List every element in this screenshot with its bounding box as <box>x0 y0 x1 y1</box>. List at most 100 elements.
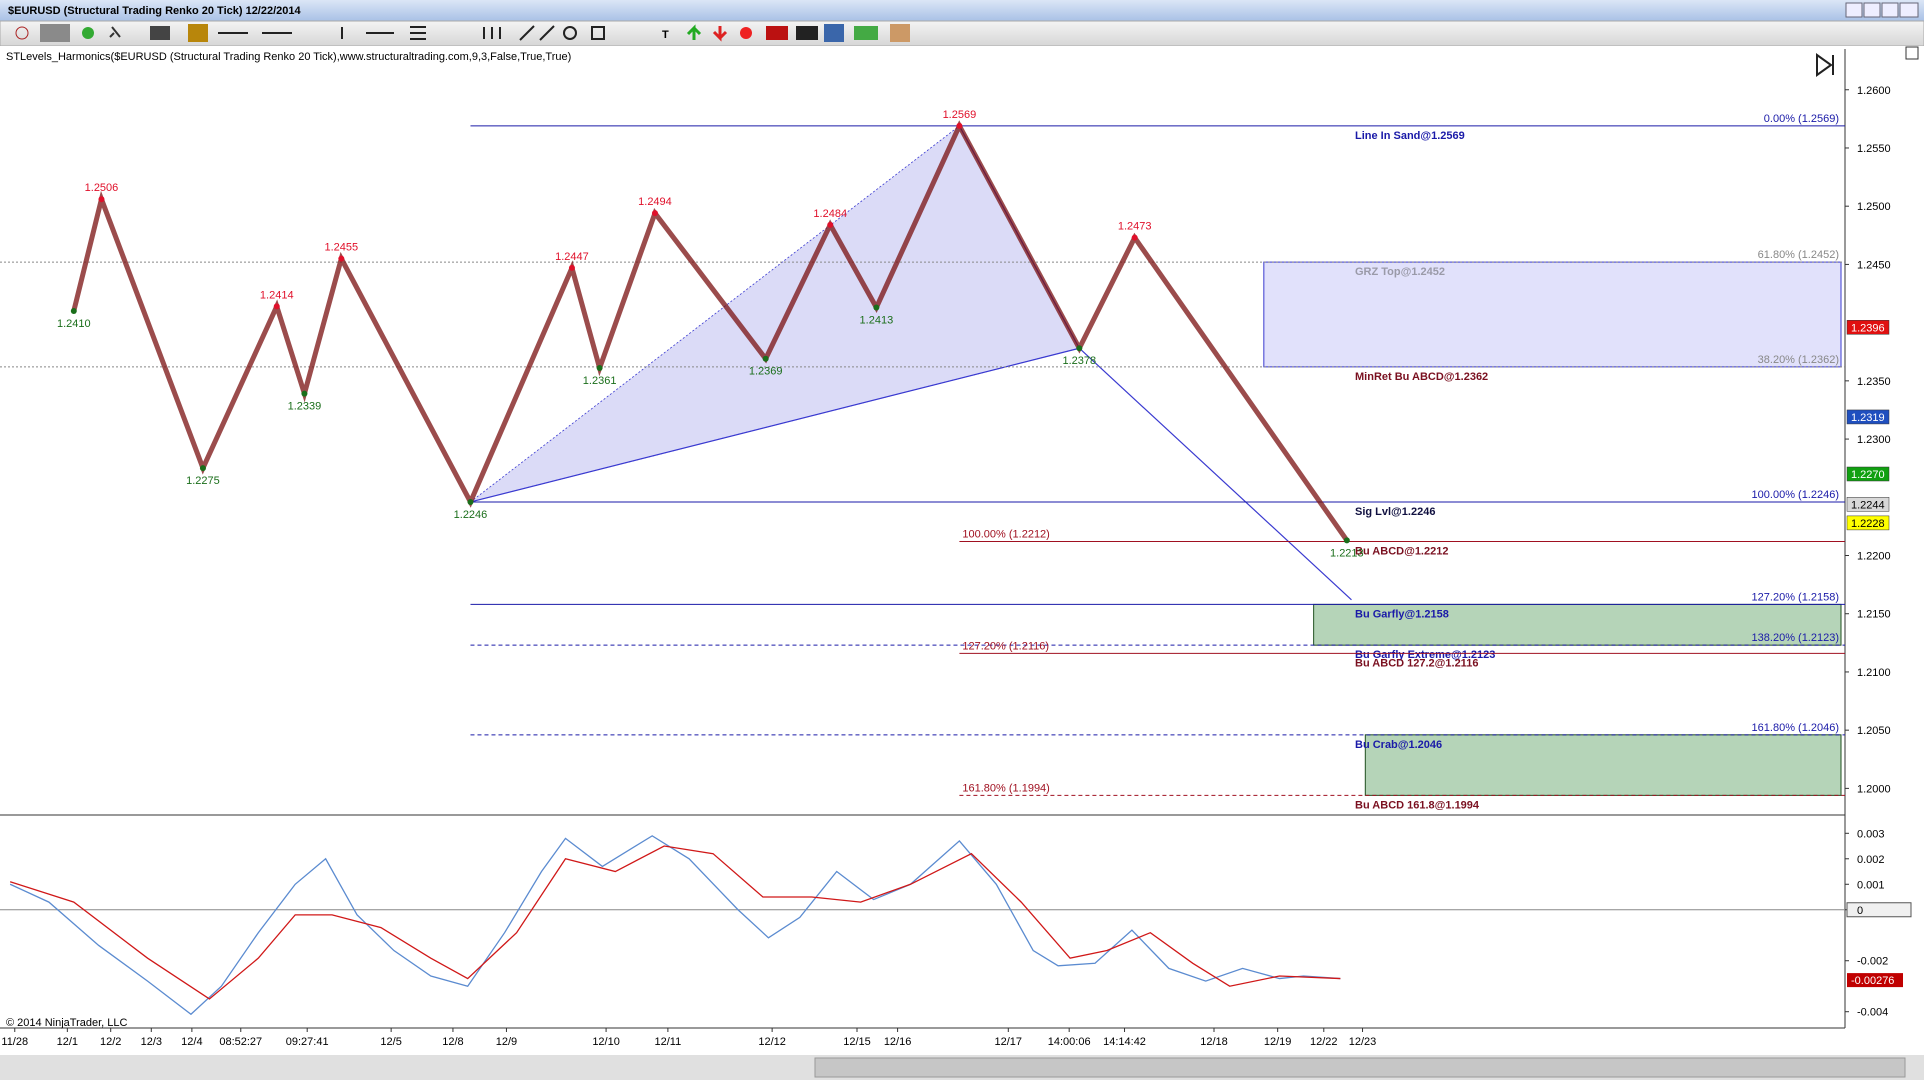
swing-point <box>956 122 963 129</box>
pattern-leg <box>470 347 1080 503</box>
x-tick-label: 12/4 <box>181 1036 202 1048</box>
swing-point <box>273 303 280 310</box>
level-pct-label: 61.80% (1.2452) <box>1758 249 1839 261</box>
swing-label: 1.2246 <box>454 509 488 521</box>
level-pct-label: 161.80% (1.2046) <box>1752 722 1839 734</box>
swing-point <box>70 307 77 314</box>
zero-marker <box>1846 902 1912 918</box>
y-tick-label: 1.2100 <box>1857 667 1891 679</box>
swing-point <box>651 210 658 217</box>
level-pct-label: 161.80% (1.1994) <box>962 782 1049 794</box>
zone <box>1364 734 1842 796</box>
price-marker-label: 1.2244 <box>1851 499 1885 511</box>
panel-menu[interactable] <box>1905 46 1919 60</box>
swing-label: 1.2473 <box>1118 221 1152 233</box>
level-label: Bu ABCD@1.2212 <box>1355 546 1448 558</box>
window-title: $EURUSD (Structural Trading Renko 20 Tic… <box>8 5 302 17</box>
level-pct-label: 127.20% (1.2158) <box>1752 591 1839 603</box>
zone <box>1313 603 1842 646</box>
swing-label: 1.2494 <box>638 196 672 208</box>
level-label: Bu Garfly Extreme@1.2123 <box>1355 649 1495 661</box>
level-label: Bu Garfly@1.2158 <box>1355 608 1449 620</box>
swing-label: 1.2361 <box>583 375 617 387</box>
y-tick-label: 1.2000 <box>1857 783 1891 795</box>
swing-label: 1.2414 <box>260 289 294 301</box>
level-pct-label: 127.20% (1.2116) <box>962 640 1049 652</box>
toolbar-buttons[interactable]: T <box>15 24 910 42</box>
price-marker-label: 1.2228 <box>1851 518 1885 530</box>
x-tick-label: 08:52:27 <box>219 1036 262 1048</box>
swing-label: 1.2569 <box>943 109 977 121</box>
x-tick-label: 12/18 <box>1200 1036 1228 1048</box>
swing-label: 1.2378 <box>1062 355 1096 367</box>
swing-point <box>301 390 308 397</box>
level-label: Line In Sand@1.2569 <box>1355 130 1465 142</box>
swing-point <box>568 264 575 271</box>
swing-label: 1.2484 <box>813 208 847 220</box>
x-tick-label: 12/11 <box>655 1036 682 1048</box>
pattern-leg <box>1078 347 1352 601</box>
x-tick-label: 14:00:06 <box>1048 1036 1091 1048</box>
level-label: Bu ABCD 161.8@1.1994 <box>1355 799 1480 811</box>
copyright: © 2014 NinjaTrader, LLC <box>6 1017 127 1029</box>
scroll-end-button[interactable] <box>1816 53 1834 77</box>
swing-label: 1.2455 <box>324 242 358 254</box>
level-label: Sig Lvl@1.2246 <box>1355 506 1435 518</box>
level-pct-label: 38.20% (1.2362) <box>1758 354 1839 366</box>
zone <box>1263 261 1842 368</box>
y-tick-label: 1.2500 <box>1857 201 1891 213</box>
price-marker <box>1846 466 1890 482</box>
x-tick-label: 12/3 <box>141 1036 162 1048</box>
swing-label: 1.2339 <box>288 401 322 413</box>
x-tick-label: 12/23 <box>1349 1036 1377 1048</box>
x-tick-label: 14:14:42 <box>1103 1036 1146 1048</box>
swing-label: 1.2213 <box>1330 547 1364 559</box>
swing-point <box>338 255 345 262</box>
x-tick-label: 09:27:41 <box>286 1036 329 1048</box>
swing-label: 1.2506 <box>85 182 119 194</box>
price-marker-label: 1.2319 <box>1851 412 1885 424</box>
oscillator-line <box>9 845 1341 1000</box>
x-tick-label: 11/28 <box>1 1036 28 1048</box>
y-tick-label: 1.2150 <box>1857 609 1891 621</box>
y-tick-label: 1.2450 <box>1857 259 1891 271</box>
y-tick-label: 1.2550 <box>1857 143 1891 155</box>
x-tick-label: 12/16 <box>884 1036 912 1048</box>
title-bar <box>0 0 1924 21</box>
current-marker <box>1847 973 1903 988</box>
current-marker-label: -0.00276 <box>1851 975 1894 987</box>
level-pct-label: 100.00% (1.2246) <box>1752 489 1839 501</box>
swing-label: 1.2369 <box>749 366 783 378</box>
swing-point <box>98 196 105 203</box>
swing-point <box>1131 234 1138 241</box>
y-tick-label: 1.2300 <box>1857 434 1891 446</box>
level-pct-label: 100.00% (1.2212) <box>962 529 1049 541</box>
y-tick-label: 0 <box>1857 905 1863 917</box>
swing-label: 1.2447 <box>555 251 589 263</box>
oscillator-line <box>9 835 1341 1016</box>
x-tick-label: 12/10 <box>592 1036 620 1048</box>
y-tick-label: 0.003 <box>1857 828 1885 840</box>
level-pct-label: 138.20% (1.2123) <box>1752 632 1839 644</box>
scroll-thumb[interactable] <box>814 1057 1906 1078</box>
pattern-area <box>470 125 1080 503</box>
swing-point <box>596 365 603 372</box>
level-label: Bu Crab@1.2046 <box>1355 739 1442 751</box>
swing-point <box>873 304 880 311</box>
x-tick-label: 12/22 <box>1310 1036 1338 1048</box>
indicator-label: STLevels_Harmonics($EURUSD (Structural T… <box>6 51 571 63</box>
swing-label: 1.2413 <box>860 314 894 326</box>
x-tick-label: 12/15 <box>843 1036 871 1048</box>
swing-point <box>1076 345 1083 352</box>
price-marker <box>1846 409 1890 425</box>
window-controls[interactable] <box>1845 2 1919 18</box>
price-marker-label: 1.2396 <box>1851 322 1885 334</box>
price-marker <box>1846 515 1890 531</box>
x-tick-label: 12/8 <box>442 1036 463 1048</box>
x-tick-label: 12/1 <box>57 1036 78 1048</box>
x-tick-label: 12/17 <box>995 1036 1023 1048</box>
level-label: Bu ABCD 127.2@1.2116 <box>1355 657 1478 669</box>
x-tick-label: 12/9 <box>496 1036 517 1048</box>
